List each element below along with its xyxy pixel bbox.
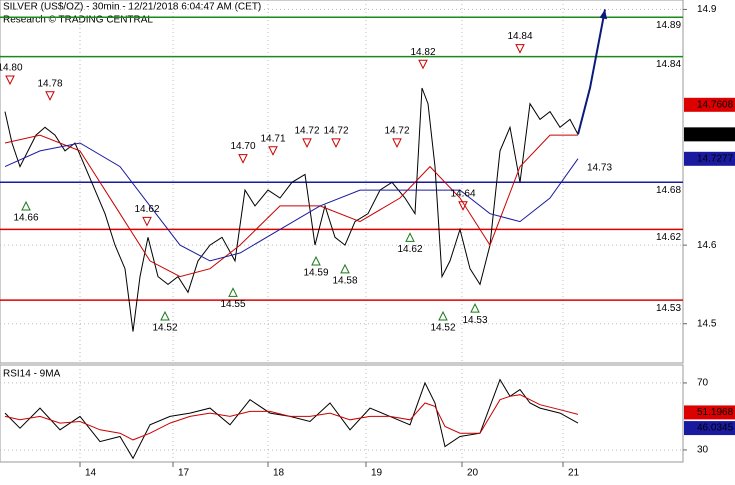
level-label: 14.89 (656, 20, 681, 31)
price-box-label: 14.741 (697, 129, 728, 140)
rsi-panel (0, 364, 684, 463)
peak-marker (45, 91, 55, 101)
x-tick-label: 14 (85, 468, 97, 479)
forecast-arrowhead (599, 9, 608, 20)
series-line (4, 134, 578, 278)
annotation-label: 14.59 (303, 268, 328, 279)
peak-marker (5, 75, 15, 86)
peak-marker (302, 138, 312, 148)
x-tick-label: 18 (273, 468, 285, 479)
series-line (577, 9, 606, 135)
rsi-title: RSI14 - 9MA (3, 369, 61, 380)
annotation-label: 14.72 (294, 125, 319, 136)
price-box (684, 151, 735, 166)
trough-marker (228, 287, 238, 297)
annotation-label: 14.84 (507, 31, 532, 42)
main-panel (0, 0, 684, 364)
annotation-label: 14.82 (410, 47, 435, 58)
y-tick-label: 30 (697, 445, 709, 456)
trough-marker (311, 255, 321, 266)
annotation-label: 14.80 (0, 63, 23, 74)
peak-marker (458, 201, 468, 211)
x-tick-label: 17 (178, 468, 190, 479)
level-label: 14.53 (656, 303, 681, 314)
peak-marker (142, 216, 152, 227)
peak-marker (331, 138, 341, 148)
annotation-label: 14.53 (462, 315, 487, 326)
y-tick-label: 70 (697, 378, 709, 389)
series-line (4, 394, 579, 441)
peak-marker (392, 138, 402, 148)
trough-marker (340, 263, 350, 274)
annotation-label: 14.55 (220, 299, 245, 310)
annotation-label: 14.52 (152, 323, 177, 334)
series-line (4, 378, 579, 460)
chart-subtitle: Research © TRADING CENTRAL (3, 15, 153, 26)
peak-marker (515, 44, 525, 54)
annotation-label: 14.78 (37, 78, 62, 89)
x-tick-label: 21 (568, 468, 580, 479)
annotation-label: 14.62 (134, 204, 159, 215)
trough-marker (438, 310, 448, 321)
level-label: 14.68 (656, 185, 681, 196)
annotation-label: 14.52 (430, 323, 455, 334)
price-box-label: 46.0345 (697, 423, 734, 434)
price-box (684, 127, 735, 142)
y-tick-label: 14.5 (697, 318, 717, 329)
x-tick-label: 19 (371, 468, 383, 479)
annotation-label: 14.58 (332, 275, 357, 286)
trough-marker (160, 310, 170, 321)
chart-title: SILVER (US$/OZ) - 30min - 12/21/2018 6:0… (3, 2, 261, 13)
level-label: 14.84 (656, 59, 681, 70)
peak-marker (238, 154, 248, 164)
price-box (684, 421, 735, 436)
trough-marker (405, 232, 415, 242)
y-tick-label: 14.9 (697, 4, 717, 15)
price-box (684, 97, 735, 112)
annotation-label: 14.62 (397, 244, 422, 255)
trough-marker (470, 303, 480, 313)
note-label: 14.73 (587, 163, 612, 174)
price-box-label: 14.7608 (697, 99, 734, 110)
peak-marker (418, 59, 428, 70)
trough-marker (21, 200, 31, 211)
annotation-label: 14.71 (260, 133, 285, 144)
annotation-label: 14.72 (384, 125, 409, 136)
price-box (684, 405, 735, 420)
x-tick-label: 20 (467, 468, 479, 479)
annotation-label: 14.70 (230, 141, 255, 152)
series-line (4, 142, 579, 262)
peak-marker (268, 146, 278, 156)
series-line (4, 87, 579, 332)
y-tick-label: 14.6 (697, 240, 717, 251)
price-box-label: 14.7277 (697, 153, 734, 164)
annotation-label: 14.72 (323, 125, 348, 136)
annotation-label: 14.64 (450, 188, 475, 199)
level-label: 14.62 (656, 232, 681, 243)
price-box-label: 51.1968 (697, 407, 734, 418)
annotation-label: 14.66 (13, 213, 38, 224)
